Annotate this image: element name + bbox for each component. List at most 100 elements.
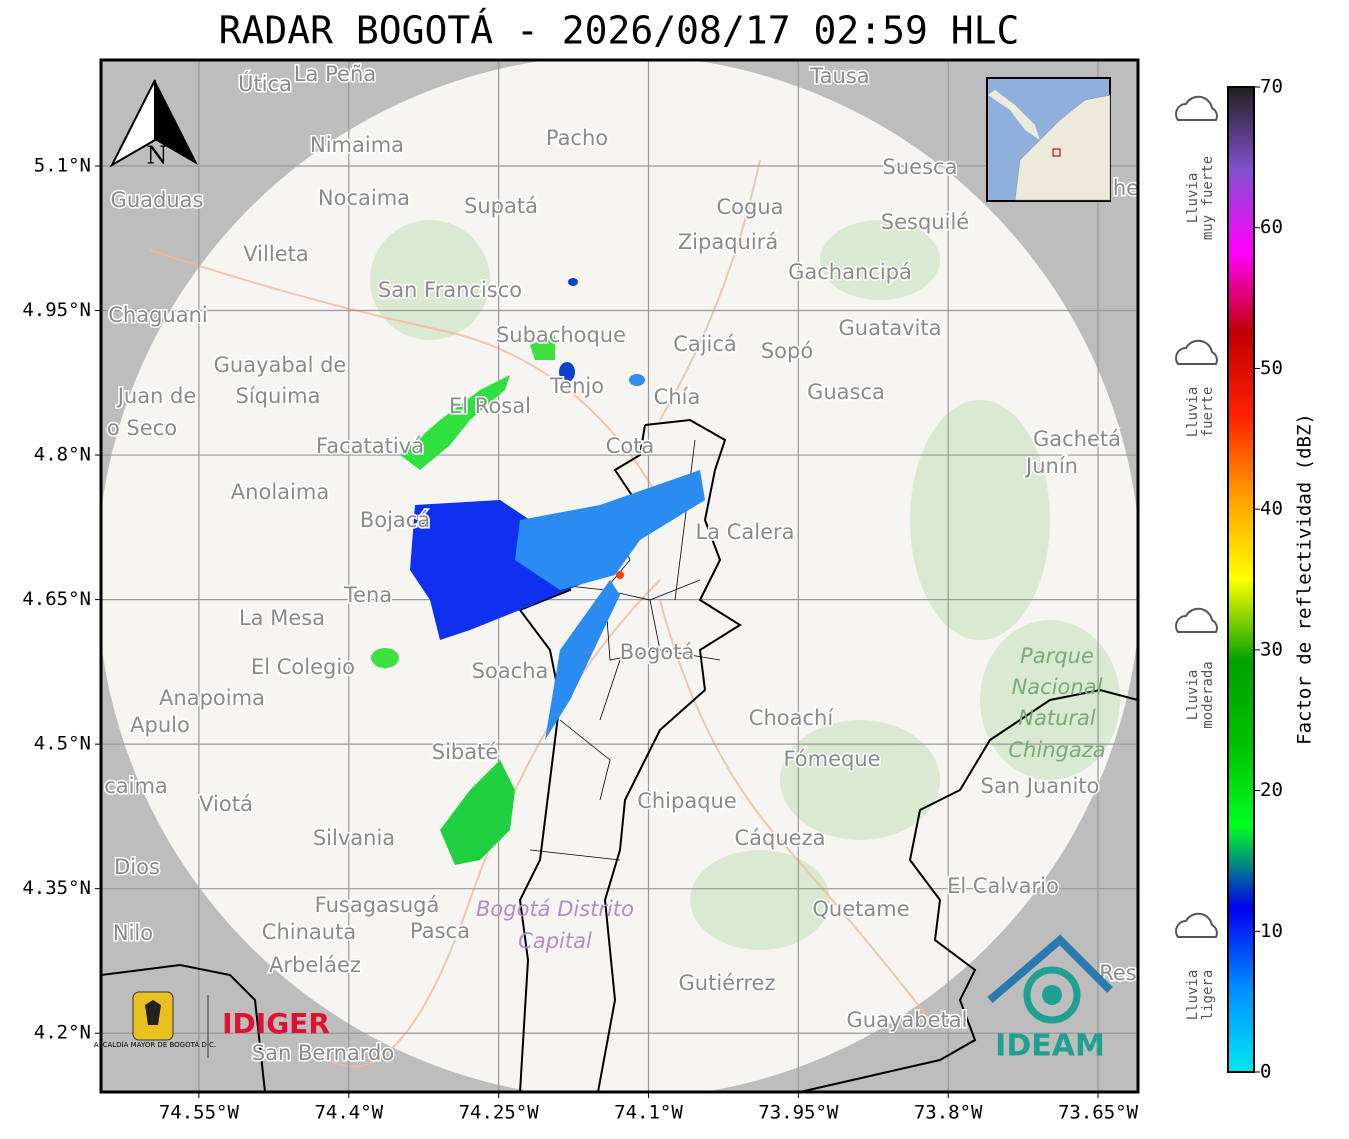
rain-category-label: Lluvia: [1185, 173, 1201, 224]
rain-category-label: muy fuerte: [1200, 156, 1216, 240]
colorbar-tick-label: 10: [1260, 920, 1283, 942]
place-label: Zipaquirá: [678, 230, 778, 254]
place-label: Apulo: [130, 713, 190, 737]
inset-map: [986, 77, 1111, 202]
place-label: El Colegio: [251, 655, 355, 679]
x-tick-label: 73.65°W: [1058, 1102, 1139, 1124]
place-label: Anapoima: [159, 686, 265, 710]
colorbar-tick-label: 50: [1260, 357, 1283, 379]
radar-echoes: [371, 278, 705, 865]
north-arrow: N: [109, 79, 198, 170]
place-label: Juan de: [116, 384, 197, 408]
place-label: Cáqueza: [735, 826, 826, 850]
weather-icon: [1175, 912, 1218, 938]
place-label: Cogua: [716, 195, 783, 219]
place-label: Guatavita: [839, 316, 942, 340]
colorbar-label: Factor de reflectividad (dBZ): [1294, 413, 1316, 745]
place-label: Guayabal de: [214, 353, 347, 377]
y-tick-label: 4.8°N: [34, 444, 91, 466]
place-label: Guasca: [807, 380, 885, 404]
place-label: San Juanito: [981, 774, 1100, 798]
place-label: San Bernardo: [252, 1041, 394, 1065]
place-label: Chía: [654, 385, 701, 409]
place-label: Junín: [1024, 454, 1078, 478]
weather-icon: [1175, 95, 1218, 121]
ideam-logo-text: IDEAM: [995, 1029, 1105, 1064]
place-label: Choachí: [749, 706, 835, 730]
place-label: Chinauta: [262, 920, 356, 944]
roads: [149, 159, 931, 1068]
y-tick-label: 4.65°N: [22, 588, 91, 610]
place-label: Gutiérrez: [679, 971, 776, 995]
place-label: Fusagasugá: [315, 893, 440, 917]
rain-category-label: Lluvia: [1185, 387, 1201, 438]
place-label: Chaguani: [108, 303, 208, 327]
place-label: Quetame: [812, 897, 909, 921]
place-label: Bojacá: [360, 508, 430, 532]
place-label: Tenjo: [549, 374, 604, 398]
place-label: Tausa: [809, 64, 869, 88]
place-label: Guaduas: [111, 188, 204, 212]
place-label: Gachetá: [1033, 427, 1121, 451]
x-tick-label: 74.55°W: [159, 1102, 240, 1124]
place-label: Cota: [606, 434, 655, 458]
colorbar-tick-label: 0: [1260, 1061, 1271, 1083]
idiger-logo-text: IDIGER: [222, 1007, 330, 1040]
y-tick-label: 4.95°N: [22, 299, 91, 321]
park-label: Capital: [518, 929, 592, 953]
y-tick-label: 4.35°N: [22, 877, 91, 899]
place-label: Soacha: [472, 659, 549, 683]
colorbar-tick-label: 20: [1260, 779, 1283, 801]
place-label: La Peña: [294, 62, 376, 86]
logos: ALCALDÍA MAYOR DE BOGOTÁ D.C. IDIGER IDE…: [94, 934, 1113, 1064]
place-label: Pacho: [546, 126, 608, 150]
park-label: Chingaza: [1008, 738, 1105, 762]
colorbar-tick-label: 70: [1260, 76, 1283, 98]
title: RADAR BOGOTÁ - 2026/08/17 02:59 HLC: [219, 9, 1020, 53]
map-frame: [99, 58, 1140, 1094]
boundaries: [101, 418, 1138, 1092]
map-area: Útica La Peña Tausa Pacho Nimaima Guaduas Noca…: [101, 60, 1139, 1092]
colorbar-tick-label: 40: [1260, 498, 1283, 520]
place-label: Chipaque: [637, 789, 737, 813]
park-label: Parque: [1020, 644, 1094, 668]
place-label: Bogotá: [620, 640, 695, 664]
x-tick-label: 74.1°W: [614, 1102, 683, 1124]
x-tick-label: 73.8°W: [914, 1102, 983, 1124]
rain-category-label: moderada: [1200, 661, 1216, 728]
rain-category-label: ligera: [1200, 970, 1216, 1021]
colorbar: [1227, 86, 1255, 1073]
place-label: Villeta: [243, 242, 308, 266]
place-label: La Mesa: [239, 606, 325, 630]
weather-icon: [1175, 339, 1218, 365]
x-tick-label: 73.95°W: [758, 1102, 839, 1124]
place-label: Dios: [114, 855, 160, 879]
place-label: Fómeque: [783, 747, 880, 771]
place-label: Arbeláez: [269, 953, 361, 977]
y-tick-label: 5.1°N: [34, 154, 91, 176]
grid: [101, 60, 1138, 1092]
place-label: Nimaima: [310, 133, 404, 157]
colorbar-tick-label: 60: [1260, 216, 1283, 238]
y-tick-label: 4.2°N: [34, 1022, 91, 1044]
colorbar-tick-label: 30: [1260, 638, 1283, 660]
place-label: Viotá: [199, 792, 253, 816]
place-label: Suesca: [883, 155, 958, 179]
place-label: Res: [1099, 961, 1137, 985]
place-label: Anolaima: [231, 480, 329, 504]
north-label: N: [147, 142, 168, 170]
place-label: La Calera: [695, 520, 794, 544]
park-label: Bogotá Distrito: [476, 897, 634, 921]
place-label: Subachoque: [496, 323, 626, 347]
alcaldia-logo-text: ALCALDÍA MAYOR DE BOGOTÁ D.C.: [94, 1040, 216, 1049]
place-label: he: [1113, 176, 1139, 200]
rain-category-label: Lluvia: [1185, 670, 1201, 721]
x-tick-label: 74.4°W: [314, 1102, 383, 1124]
place-label: Sopó: [761, 339, 813, 363]
place-label: Síquima: [236, 384, 321, 408]
place-label: Facatativá: [316, 434, 424, 458]
place-label: Guayabetal: [847, 1008, 968, 1032]
place-label: Sibaté: [432, 740, 499, 764]
